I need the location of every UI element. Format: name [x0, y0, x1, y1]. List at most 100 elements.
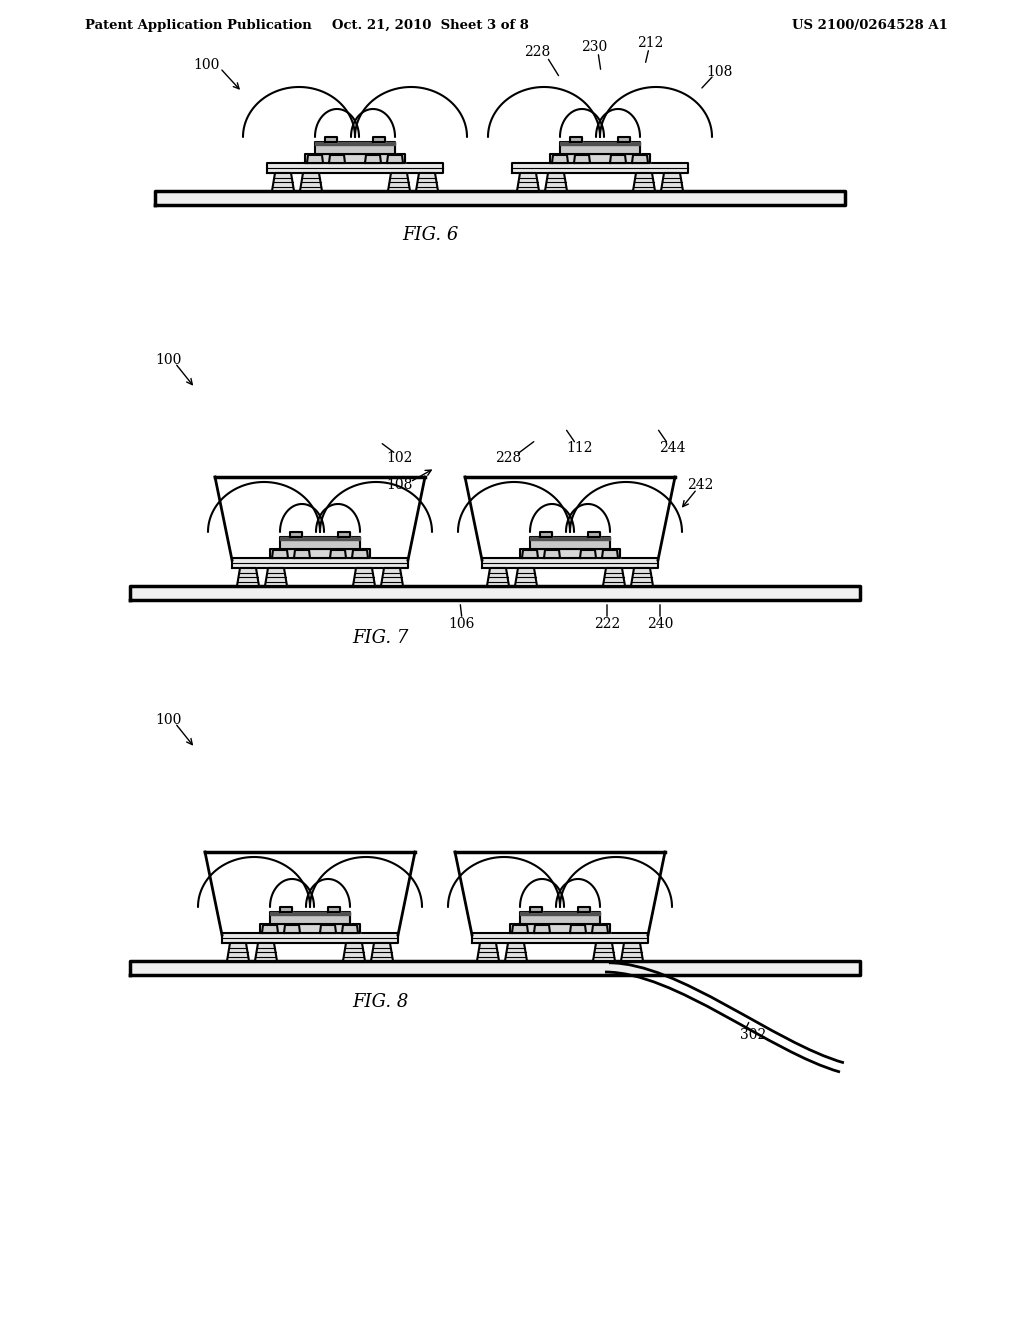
Text: 228: 228: [524, 45, 550, 59]
Polygon shape: [512, 162, 688, 173]
Polygon shape: [329, 154, 345, 162]
Polygon shape: [588, 532, 600, 537]
Polygon shape: [270, 549, 370, 558]
Polygon shape: [352, 550, 368, 558]
Polygon shape: [520, 912, 600, 924]
Text: 222: 222: [594, 616, 621, 631]
Polygon shape: [365, 154, 381, 162]
Polygon shape: [280, 907, 292, 912]
Polygon shape: [570, 137, 582, 143]
Polygon shape: [416, 173, 438, 191]
Polygon shape: [343, 942, 365, 961]
Polygon shape: [578, 907, 590, 912]
Text: FIG. 6: FIG. 6: [401, 226, 458, 244]
Polygon shape: [270, 912, 350, 924]
Text: 240: 240: [647, 616, 673, 631]
Text: FIG. 7: FIG. 7: [352, 630, 409, 647]
Text: Oct. 21, 2010  Sheet 3 of 8: Oct. 21, 2010 Sheet 3 of 8: [332, 18, 528, 32]
Polygon shape: [552, 154, 568, 162]
Polygon shape: [550, 154, 650, 162]
Polygon shape: [342, 925, 358, 933]
Text: 100: 100: [155, 713, 181, 727]
Polygon shape: [540, 532, 552, 537]
Polygon shape: [255, 942, 278, 961]
Polygon shape: [328, 907, 340, 912]
Polygon shape: [545, 173, 567, 191]
Text: 102: 102: [387, 451, 414, 465]
Polygon shape: [520, 549, 620, 558]
Polygon shape: [593, 942, 615, 961]
Polygon shape: [222, 933, 398, 942]
Polygon shape: [560, 143, 640, 154]
Polygon shape: [353, 568, 375, 586]
Text: 242: 242: [687, 478, 713, 492]
Polygon shape: [284, 925, 300, 933]
Text: 112: 112: [566, 441, 593, 455]
Polygon shape: [631, 568, 653, 586]
Polygon shape: [610, 154, 626, 162]
Polygon shape: [632, 154, 648, 162]
Text: 244: 244: [658, 441, 685, 455]
Polygon shape: [387, 154, 403, 162]
Polygon shape: [270, 912, 350, 915]
Text: Patent Application Publication: Patent Application Publication: [85, 18, 311, 32]
Polygon shape: [522, 550, 538, 558]
Text: 108: 108: [707, 65, 733, 79]
Polygon shape: [373, 137, 385, 143]
Polygon shape: [544, 550, 560, 558]
Polygon shape: [381, 568, 403, 586]
Polygon shape: [300, 173, 322, 191]
Polygon shape: [237, 568, 259, 586]
Polygon shape: [227, 942, 249, 961]
Polygon shape: [315, 143, 395, 154]
Text: 108: 108: [387, 478, 414, 492]
Polygon shape: [371, 942, 393, 961]
Polygon shape: [512, 925, 528, 933]
Polygon shape: [260, 924, 360, 933]
Polygon shape: [517, 173, 539, 191]
Polygon shape: [280, 537, 360, 549]
Polygon shape: [267, 162, 443, 173]
Polygon shape: [325, 137, 337, 143]
Polygon shape: [130, 961, 860, 975]
Polygon shape: [662, 173, 683, 191]
Polygon shape: [580, 550, 596, 558]
Polygon shape: [272, 550, 288, 558]
Polygon shape: [603, 568, 625, 586]
Polygon shape: [520, 912, 600, 915]
Polygon shape: [510, 924, 610, 933]
Polygon shape: [290, 532, 302, 537]
Polygon shape: [338, 532, 350, 537]
Polygon shape: [294, 550, 310, 558]
Polygon shape: [570, 925, 586, 933]
Text: 100: 100: [193, 58, 219, 73]
Polygon shape: [477, 942, 499, 961]
Polygon shape: [487, 568, 509, 586]
Text: 230: 230: [581, 40, 607, 54]
Polygon shape: [505, 942, 527, 961]
Polygon shape: [388, 173, 410, 191]
Polygon shape: [602, 550, 618, 558]
Polygon shape: [155, 191, 845, 205]
Polygon shape: [482, 558, 658, 568]
Polygon shape: [530, 907, 542, 912]
Polygon shape: [262, 925, 278, 933]
Polygon shape: [472, 933, 648, 942]
Polygon shape: [574, 154, 590, 162]
Text: 106: 106: [449, 616, 475, 631]
Polygon shape: [633, 173, 655, 191]
Polygon shape: [621, 942, 643, 961]
Polygon shape: [319, 925, 336, 933]
Polygon shape: [534, 925, 550, 933]
Polygon shape: [265, 568, 287, 586]
Text: 100: 100: [155, 352, 181, 367]
Polygon shape: [530, 537, 610, 540]
Polygon shape: [330, 550, 346, 558]
Polygon shape: [530, 537, 610, 549]
Polygon shape: [618, 137, 630, 143]
Polygon shape: [232, 558, 408, 568]
Text: US 2100/0264528 A1: US 2100/0264528 A1: [792, 18, 948, 32]
Polygon shape: [305, 154, 406, 162]
Polygon shape: [280, 537, 360, 540]
Polygon shape: [560, 143, 640, 145]
